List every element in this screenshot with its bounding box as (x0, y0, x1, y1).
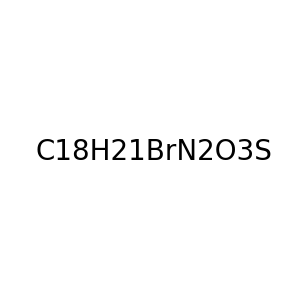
Text: C18H21BrN2O3S: C18H21BrN2O3S (35, 137, 272, 166)
